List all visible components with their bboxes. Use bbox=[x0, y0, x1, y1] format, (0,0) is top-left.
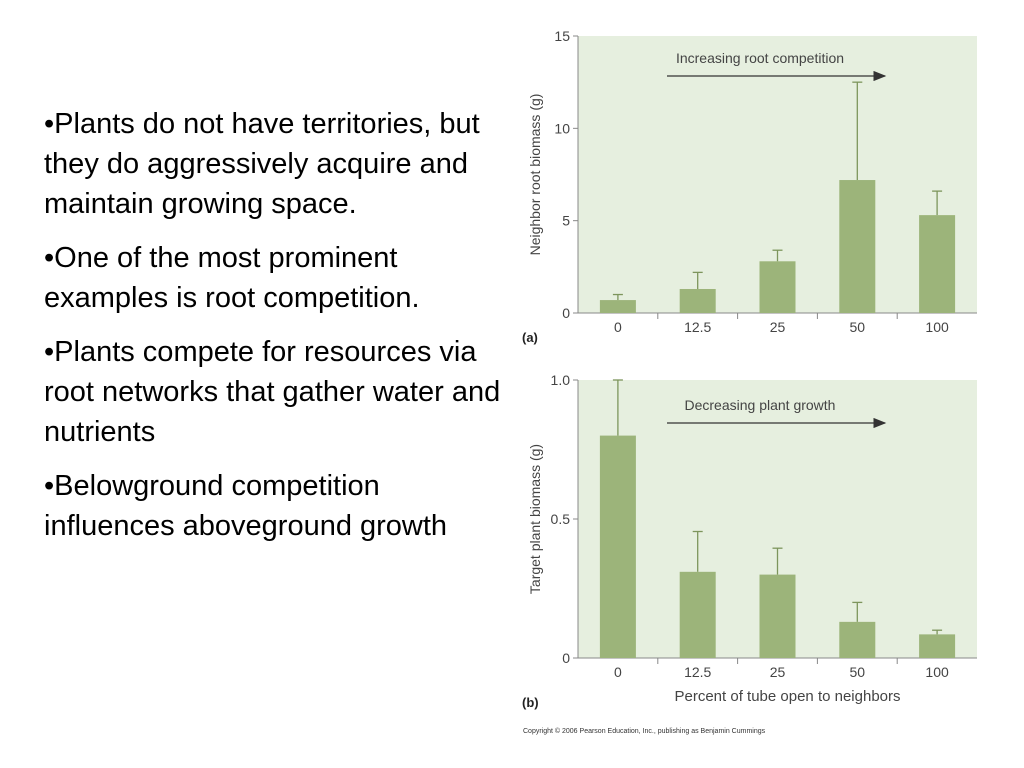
bar bbox=[759, 261, 796, 313]
x-tick-label: 12.5 bbox=[684, 319, 711, 335]
bar bbox=[759, 574, 796, 658]
panel-label: (b) bbox=[522, 695, 539, 710]
bar bbox=[679, 571, 716, 658]
y-tick-label: 15 bbox=[554, 28, 570, 44]
bar bbox=[839, 621, 876, 658]
y-tick-label: 10 bbox=[554, 120, 570, 136]
bar bbox=[599, 435, 636, 658]
y-tick-label: 5 bbox=[562, 213, 570, 229]
bar bbox=[919, 634, 956, 658]
bar bbox=[679, 288, 716, 313]
bullet-item: •One of the most prominent examples is r… bbox=[44, 242, 420, 314]
y-axis-label: Target plant biomass (g) bbox=[527, 444, 543, 594]
y-tick-label: 1.0 bbox=[551, 372, 571, 388]
bar bbox=[919, 215, 956, 313]
bullet-item: •Belowground competition influences abov… bbox=[44, 470, 448, 542]
bar bbox=[599, 300, 636, 313]
bar bbox=[839, 180, 876, 313]
x-tick-label: 100 bbox=[925, 664, 949, 680]
x-tick-label: 0 bbox=[614, 319, 622, 335]
bullet-item: •Plants compete for resources via root n… bbox=[44, 336, 501, 448]
x-tick-label: 25 bbox=[770, 319, 786, 335]
bullet-item: •Plants do not have territories, but the… bbox=[44, 108, 480, 220]
panel-label: (a) bbox=[522, 330, 538, 345]
bar-chart-figure: 0 5 10 15 0 12.5 25 50 100 Increasing root compet… bbox=[522, 28, 977, 710]
x-tick-label: 25 bbox=[770, 664, 786, 680]
x-tick-label: 12.5 bbox=[684, 664, 711, 680]
x-tick-label: 50 bbox=[850, 664, 866, 680]
bullet-list: •Plants do not have territories, but the… bbox=[44, 104, 514, 560]
y-tick-label: 0.5 bbox=[551, 511, 571, 527]
y-tick-label: 0 bbox=[562, 650, 570, 666]
x-tick-label: 50 bbox=[850, 319, 866, 335]
x-tick-label: 100 bbox=[925, 319, 949, 335]
y-axis-label: Neighbor root biomass (g) bbox=[527, 94, 543, 256]
annotation-label: Decreasing plant growth bbox=[685, 397, 836, 413]
annotation-label: Increasing root competition bbox=[676, 50, 844, 66]
y-tick-label: 0 bbox=[562, 305, 570, 321]
copyright-notice: Copyright © 2006 Pearson Education, Inc.… bbox=[523, 728, 766, 735]
x-axis-label: Percent of tube open to neighbors bbox=[675, 688, 901, 705]
x-tick-label: 0 bbox=[614, 664, 622, 680]
